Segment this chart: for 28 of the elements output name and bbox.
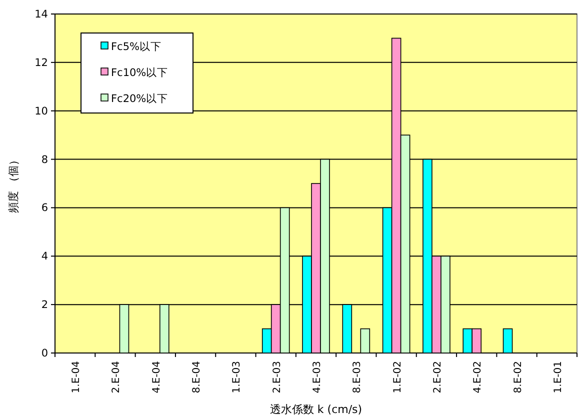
x-axis-title: 透水係数 k (cm/s) [270,403,362,416]
x-tick-label: 4.E-03 [312,361,323,394]
legend-label: Fc5%以下 [111,40,162,53]
bar [502,328,513,354]
y-tick-label: 6 [41,202,48,214]
y-tick-label: 2 [41,299,48,312]
x-tick-label: 2.E-04 [111,361,122,394]
legend-label: Fc10%以下 [111,66,168,79]
y-tick-label: 0 [41,348,48,360]
y-tick-label: 4 [41,250,48,263]
x-tick-label: 4.E-04 [151,361,162,394]
x-tick-label: 2.E-02 [432,361,444,394]
y-tick-label: 14 [34,8,48,20]
y-tick-label: 12 [34,56,48,69]
x-tick-label: 8.E-04 [192,361,203,394]
x-tick-label: 8.E-03 [352,361,364,394]
x-tick-label: 1.E-02 [392,361,404,394]
x-tick-label: 2.E-03 [272,361,283,394]
x-tick-label: 1.E-03 [232,361,243,394]
x-tick-label: 8.E-02 [512,361,524,394]
y-axis-title: 頻度 （個） [7,154,20,213]
bar [360,328,370,354]
x-tick-label: 1.E-04 [71,361,82,394]
y-tick-label: 8 [41,154,48,166]
legend-label: Fc20%以下 [111,92,168,105]
y-tick-label: 10 [34,105,48,118]
x-tick-label: 1.E-01 [552,361,564,394]
x-tick-label: 4.E-02 [472,361,484,394]
